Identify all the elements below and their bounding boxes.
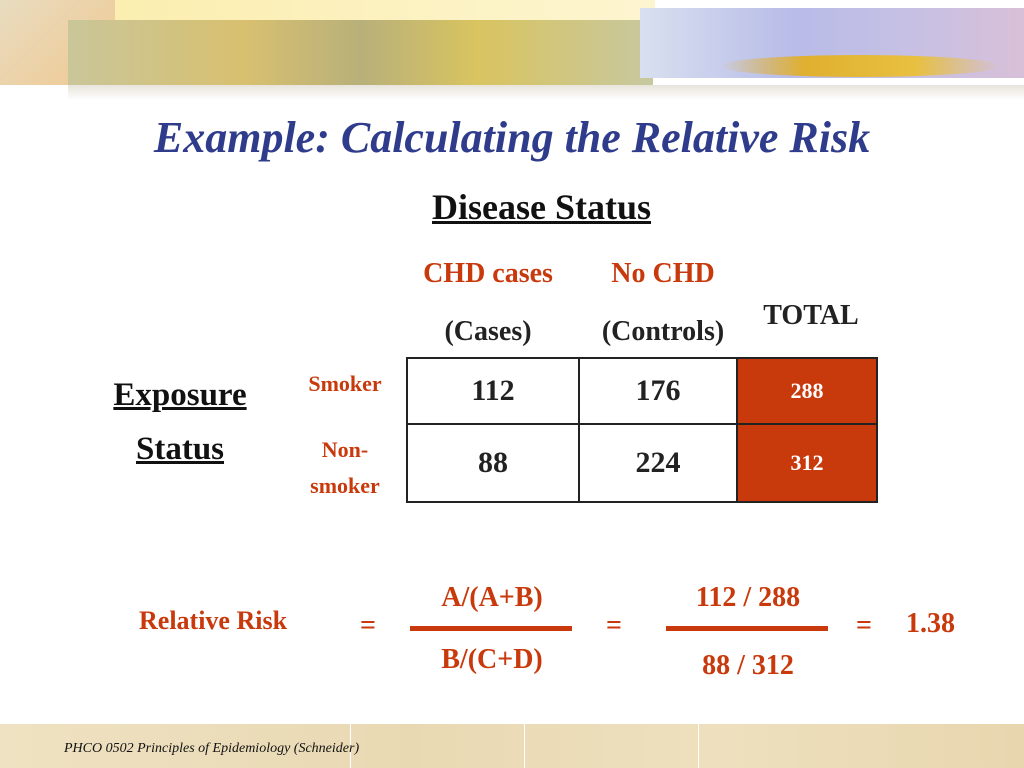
relative-risk-label: Relative Risk [139, 606, 288, 635]
footer-divider [524, 724, 525, 768]
banner-wheat-image [720, 55, 1000, 77]
row-label-smoker: Smoker [308, 371, 382, 396]
footer-divider [698, 724, 699, 768]
row-label-line1: Non- [321, 437, 369, 462]
numeric-numerator: 112 / 288 [695, 582, 801, 613]
symbolic-numerator: A/(A+B) [441, 582, 543, 613]
cell-nonsmoker-controls: 224 [578, 423, 738, 503]
row-label-line2: smoker [310, 473, 380, 498]
cell-smoker-cases: 112 [406, 357, 580, 425]
equals-sign-2: = [606, 610, 622, 641]
cell-smoker-total: 288 [736, 357, 878, 425]
col-header-chd-cases: CHD cases [423, 258, 553, 289]
disease-status-header: Disease Status [432, 187, 652, 227]
decorative-banner [0, 0, 1024, 100]
fraction-bar-2 [666, 626, 828, 631]
equals-sign-3: = [856, 610, 872, 641]
table-row: 112 176 288 [406, 357, 878, 425]
fraction-bar-1 [410, 626, 572, 631]
exposure-label-line1: Exposure [113, 377, 247, 413]
exposure-status-label: Exposure Status [92, 368, 268, 476]
cell-nonsmoker-cases: 88 [406, 423, 580, 503]
banner-tile [115, 0, 655, 22]
relative-risk-result: 1.38 [906, 608, 955, 639]
col-subheader-cases: (Cases) [444, 316, 532, 347]
exposure-label-line2: Status [135, 431, 225, 467]
col-header-total: TOTAL [763, 300, 859, 331]
col-subheader-controls: (Controls) [601, 316, 725, 347]
footer-bar: PHCO 0502 Principles of Epidemiology (Sc… [0, 724, 1024, 768]
footer-text: PHCO 0502 Principles of Epidemiology (Sc… [64, 741, 360, 756]
slide-title: Example: Calculating the Relative Risk [153, 113, 871, 162]
table-row: 88 224 312 [406, 423, 878, 503]
cell-smoker-controls: 176 [578, 357, 738, 425]
numeric-denominator: 88 / 312 [702, 650, 794, 681]
footer-divider [350, 724, 351, 768]
contingency-table: 112 176 288 88 224 312 [406, 357, 878, 503]
banner-leaf-image [68, 20, 653, 85]
cell-nonsmoker-total: 312 [736, 423, 878, 503]
equals-sign-1: = [360, 610, 376, 641]
symbolic-denominator: B/(C+D) [441, 644, 543, 675]
banner-shadow [68, 85, 1024, 100]
col-header-no-chd: No CHD [611, 258, 715, 289]
row-label-non-smoker: Non- smoker [290, 432, 400, 504]
